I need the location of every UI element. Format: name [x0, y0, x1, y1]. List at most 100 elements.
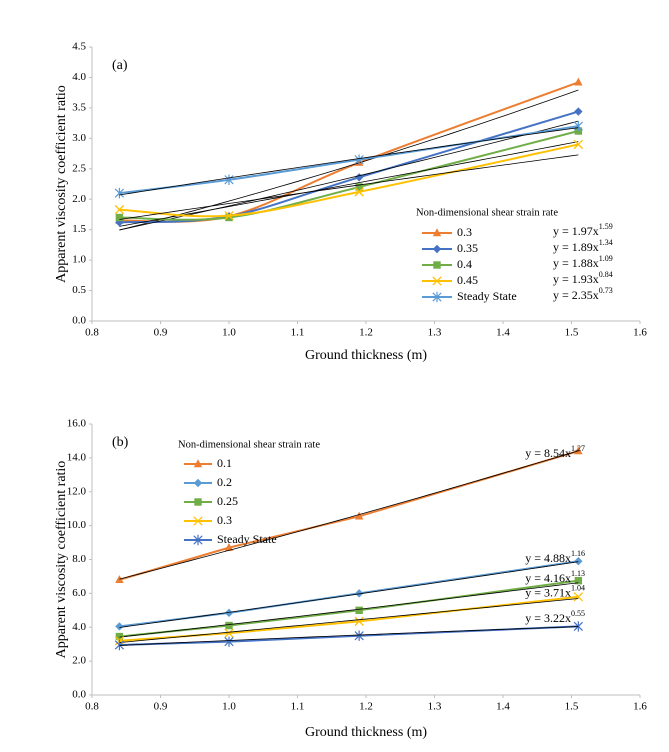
- trendline: [119, 127, 579, 196]
- series-line: [119, 450, 579, 581]
- marker: [224, 211, 234, 221]
- y-tick-label: 2.0: [72, 193, 86, 205]
- equation-exponent: 0.73: [599, 286, 613, 295]
- legend-label: 0.3: [217, 513, 232, 527]
- x-tick-label: 1.2: [359, 701, 373, 713]
- equation-exponent: 1.27: [571, 444, 585, 453]
- trendline-equation: y = 1.97x1.59: [553, 222, 613, 238]
- legend-label: 0.4: [457, 257, 472, 271]
- marker: [224, 542, 234, 551]
- trendline-equation: y = 1.89x1.34: [553, 238, 613, 254]
- x-tick-label: 0.8: [85, 701, 99, 713]
- y-tick-label: 1.0: [72, 254, 86, 266]
- equation-exponent: 1.34: [599, 238, 613, 247]
- marker: [432, 291, 442, 303]
- trendline: [119, 141, 579, 227]
- marker: [194, 498, 202, 506]
- equation-exponent: 1.59: [599, 222, 613, 231]
- marker: [355, 606, 363, 615]
- marker: [432, 276, 442, 286]
- y-axis-title: Apparent viscosity coefficient ratio: [54, 461, 69, 659]
- marker: [432, 228, 442, 237]
- marker: [574, 107, 583, 116]
- equation-exponent: 1.13: [571, 569, 585, 578]
- marker: [354, 154, 364, 165]
- x-tick-label: 1.1: [291, 327, 305, 339]
- trendline-equation: y = 3.71x1.04: [525, 583, 585, 599]
- equation-base: y = 3.22x: [525, 611, 571, 625]
- trendline-equation: y = 3.22x0.55: [525, 609, 585, 625]
- series-line: [119, 130, 579, 221]
- trendline-equation: y = 4.88x1.16: [525, 549, 585, 565]
- marker: [115, 213, 124, 222]
- series-line: [119, 81, 579, 223]
- y-tick-label: 3.0: [72, 132, 86, 144]
- trendline: [119, 626, 579, 646]
- series-line: [119, 579, 579, 638]
- x-tick-label: 1.3: [428, 327, 442, 339]
- legend-label: 0.45: [457, 273, 478, 287]
- trendline-equation: y = 1.93x0.84: [553, 270, 613, 286]
- equation-exponent: 1.09: [599, 254, 613, 263]
- marker: [574, 576, 583, 585]
- x-tick-label: 1.6: [633, 327, 647, 339]
- marker: [225, 621, 233, 630]
- marker: [355, 183, 363, 191]
- legend-label: 0.1: [217, 456, 232, 470]
- x-axis-title: Ground thickness (m): [305, 348, 427, 363]
- marker: [354, 511, 364, 520]
- marker: [115, 632, 124, 641]
- equation-base: y = 1.89x: [553, 240, 599, 254]
- equation-base: y = 1.93x: [553, 272, 599, 286]
- marker: [433, 261, 441, 269]
- trendline-equation: y = 4.16x1.13: [525, 569, 585, 585]
- x-tick-label: 1.0: [222, 327, 236, 339]
- x-tick-label: 1.5: [565, 327, 579, 339]
- equation-base: y = 8.54x: [525, 446, 571, 460]
- marker: [225, 213, 233, 222]
- y-tick-label: 2.0: [72, 655, 86, 667]
- y-tick-label: 0.0: [72, 689, 86, 701]
- y-tick-label: 2.5: [72, 162, 86, 174]
- equation-base: y = 4.16x: [525, 571, 571, 585]
- marker: [114, 204, 125, 215]
- panel-label: (a): [112, 58, 128, 73]
- marker: [193, 516, 203, 526]
- marker: [224, 608, 234, 618]
- y-tick-label: 4.0: [72, 621, 86, 633]
- y-tick-label: 4.0: [72, 71, 86, 83]
- legend-label: 0.35: [457, 241, 478, 255]
- trendline: [119, 450, 579, 580]
- y-tick-label: 4.5: [72, 41, 86, 53]
- x-tick-label: 0.8: [85, 327, 99, 339]
- equation-base: y = 1.88x: [553, 256, 599, 270]
- y-tick-label: 10.0: [67, 519, 87, 531]
- trendline-equation: y = 8.54x1.27: [525, 444, 585, 460]
- marker: [432, 244, 442, 254]
- marker: [354, 173, 364, 182]
- marker: [573, 120, 583, 132]
- series-line: [119, 143, 579, 218]
- legend-label: Steady State: [457, 289, 517, 303]
- x-axis-title: Ground thickness (m): [305, 725, 427, 740]
- y-tick-label: 14.0: [67, 451, 87, 463]
- legend-label: 0.25: [217, 494, 238, 508]
- marker: [193, 459, 203, 468]
- x-tick-label: 1.4: [496, 701, 510, 713]
- trendline: [119, 582, 579, 638]
- marker: [354, 589, 364, 598]
- x-tick-label: 1.0: [222, 701, 236, 713]
- legend-title: Non-dimensional shear strain rate: [178, 439, 320, 450]
- y-tick-label: 16.0: [67, 418, 87, 430]
- y-tick-label: 8.0: [72, 553, 86, 565]
- y-axis-title: Apparent viscosity coefficient ratio: [54, 85, 69, 283]
- panel-label: (b): [112, 435, 129, 450]
- series-line: [119, 560, 579, 628]
- x-tick-label: 1.3: [428, 701, 442, 713]
- marker: [354, 630, 364, 641]
- marker: [573, 592, 584, 602]
- x-tick-label: 0.9: [154, 327, 168, 339]
- marker: [573, 621, 583, 632]
